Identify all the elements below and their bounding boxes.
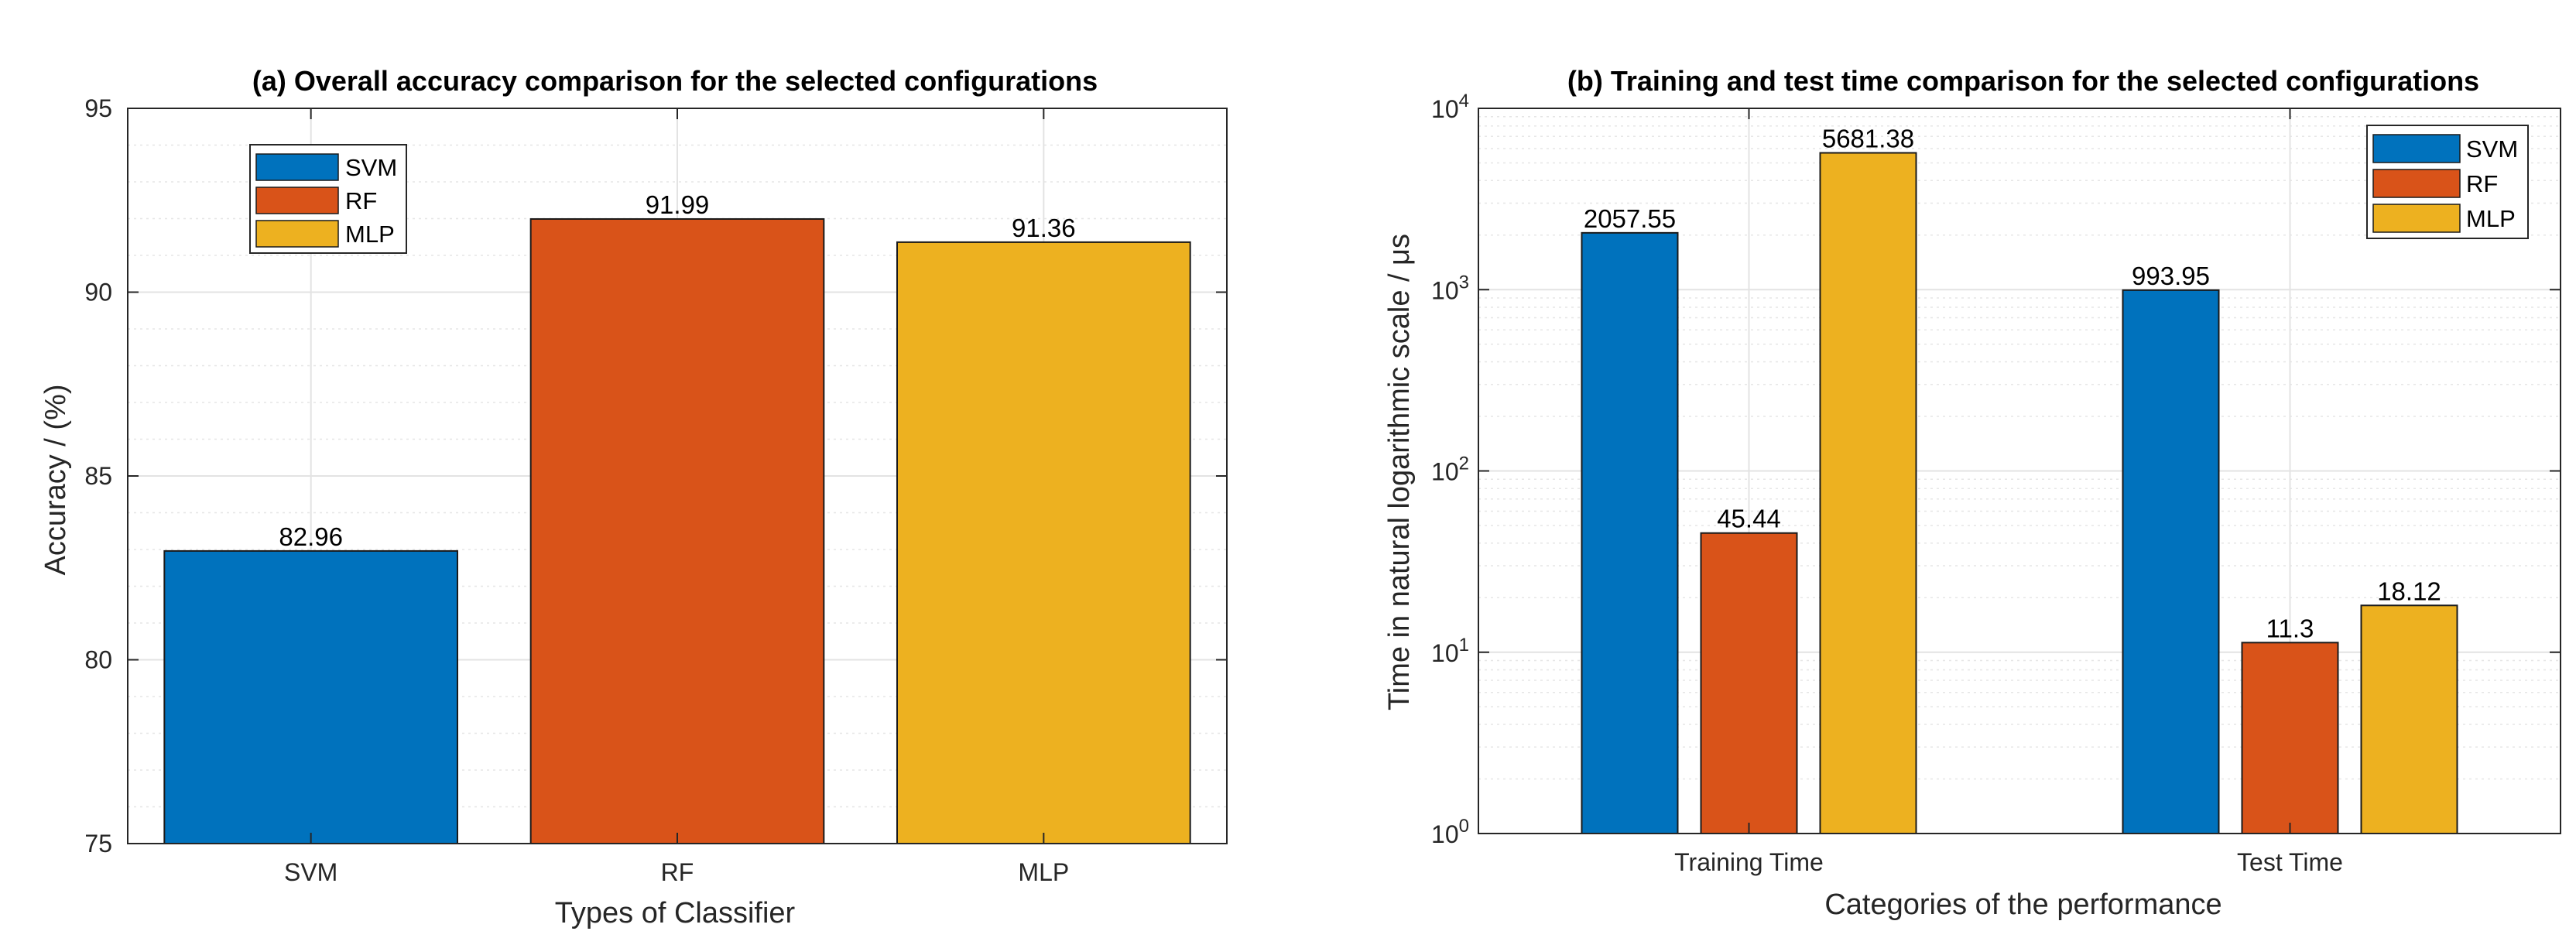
- x-tick-label: SVM: [284, 858, 337, 886]
- y-tick-exponent: 3: [1459, 272, 1469, 293]
- bar-rf-training: [1700, 532, 1798, 834]
- y-tick-base: 10: [1431, 458, 1459, 486]
- legend-swatch-rf: [2372, 169, 2461, 198]
- legend-label: SVM: [2466, 135, 2518, 163]
- y-tick-label: 101: [1431, 635, 1469, 667]
- bar-svm-training: [1581, 231, 1679, 834]
- legend-swatch-svm: [255, 153, 339, 181]
- bar-mlp: [896, 241, 1191, 844]
- y-tick-label: 104: [1431, 91, 1469, 123]
- data-label: 11.3: [2266, 614, 2314, 642]
- y-tick-exponent: 0: [1459, 816, 1469, 837]
- accuracy-chart: (a) Overall accuracy comparison for the …: [39, 65, 1228, 929]
- time-x-axis-label: Categories of the performance: [1824, 888, 2221, 921]
- legend-swatch-svm: [2372, 134, 2461, 163]
- y-tick-label: 90: [84, 279, 112, 306]
- data-label: 18.12: [2377, 577, 2441, 605]
- data-label: 91.36: [1012, 214, 1076, 242]
- y-tick-base: 10: [1431, 95, 1459, 123]
- legend-label: MLP: [2466, 205, 2516, 232]
- y-tick-base: 10: [1431, 276, 1459, 304]
- y-tick-base: 10: [1431, 820, 1459, 848]
- bar-svm: [163, 549, 458, 845]
- y-tick-label: 95: [84, 94, 112, 122]
- y-tick-label: 75: [84, 830, 112, 858]
- y-tick-exponent: 4: [1459, 91, 1469, 111]
- legend-label: RF: [2466, 170, 2498, 197]
- accuracy-legend: SVM RF MLP: [249, 144, 407, 254]
- time-y-axis-label: Time in natural logarithmic scale / μs: [1383, 234, 1416, 710]
- y-tick-base: 10: [1431, 639, 1459, 667]
- data-label: 2057.55: [1584, 204, 1676, 233]
- data-label: 45.44: [1717, 505, 1781, 533]
- bar-svm-test: [2122, 289, 2220, 834]
- legend-label: SVM: [345, 154, 397, 181]
- accuracy-chart-title: (a) Overall accuracy comparison for the …: [252, 65, 1098, 97]
- y-tick-label: 80: [84, 646, 112, 674]
- y-tick-label: 102: [1431, 454, 1469, 486]
- legend-swatch-mlp: [2372, 204, 2461, 233]
- legend-label: MLP: [345, 221, 395, 248]
- legend-swatch-mlp: [255, 220, 339, 248]
- bar-mlp-training: [1819, 152, 1917, 835]
- data-label: 91.99: [646, 190, 710, 219]
- time-chart: (b) Training and test time comparison fo…: [1383, 65, 2561, 921]
- accuracy-y-axis-label: Accuracy / (%): [39, 384, 72, 575]
- time-legend: SVM RF MLP: [2366, 125, 2529, 239]
- y-tick-label: 103: [1431, 272, 1469, 304]
- time-chart-title: (b) Training and test time comparison fo…: [1567, 65, 2479, 97]
- y-tick-label: 100: [1431, 816, 1469, 848]
- data-label: 5681.38: [1822, 125, 1914, 153]
- data-label: 82.96: [279, 522, 343, 551]
- data-label: 993.95: [2132, 262, 2210, 290]
- x-tick-label: RF: [661, 858, 694, 886]
- x-tick-label: Training Time: [1674, 848, 1824, 876]
- y-tick-exponent: 1: [1459, 635, 1469, 656]
- bar-rf: [529, 217, 825, 845]
- legend-swatch-rf: [255, 187, 339, 214]
- x-tick-label: MLP: [1018, 858, 1069, 886]
- x-tick-label: Test Time: [2237, 848, 2343, 876]
- accuracy-x-axis-label: Types of Classifier: [555, 897, 796, 929]
- y-tick-exponent: 2: [1459, 454, 1469, 474]
- bar-rf-test: [2241, 642, 2339, 834]
- legend-label: RF: [345, 187, 377, 214]
- bar-mlp-test: [2360, 604, 2458, 834]
- y-tick-label: 85: [84, 462, 112, 490]
